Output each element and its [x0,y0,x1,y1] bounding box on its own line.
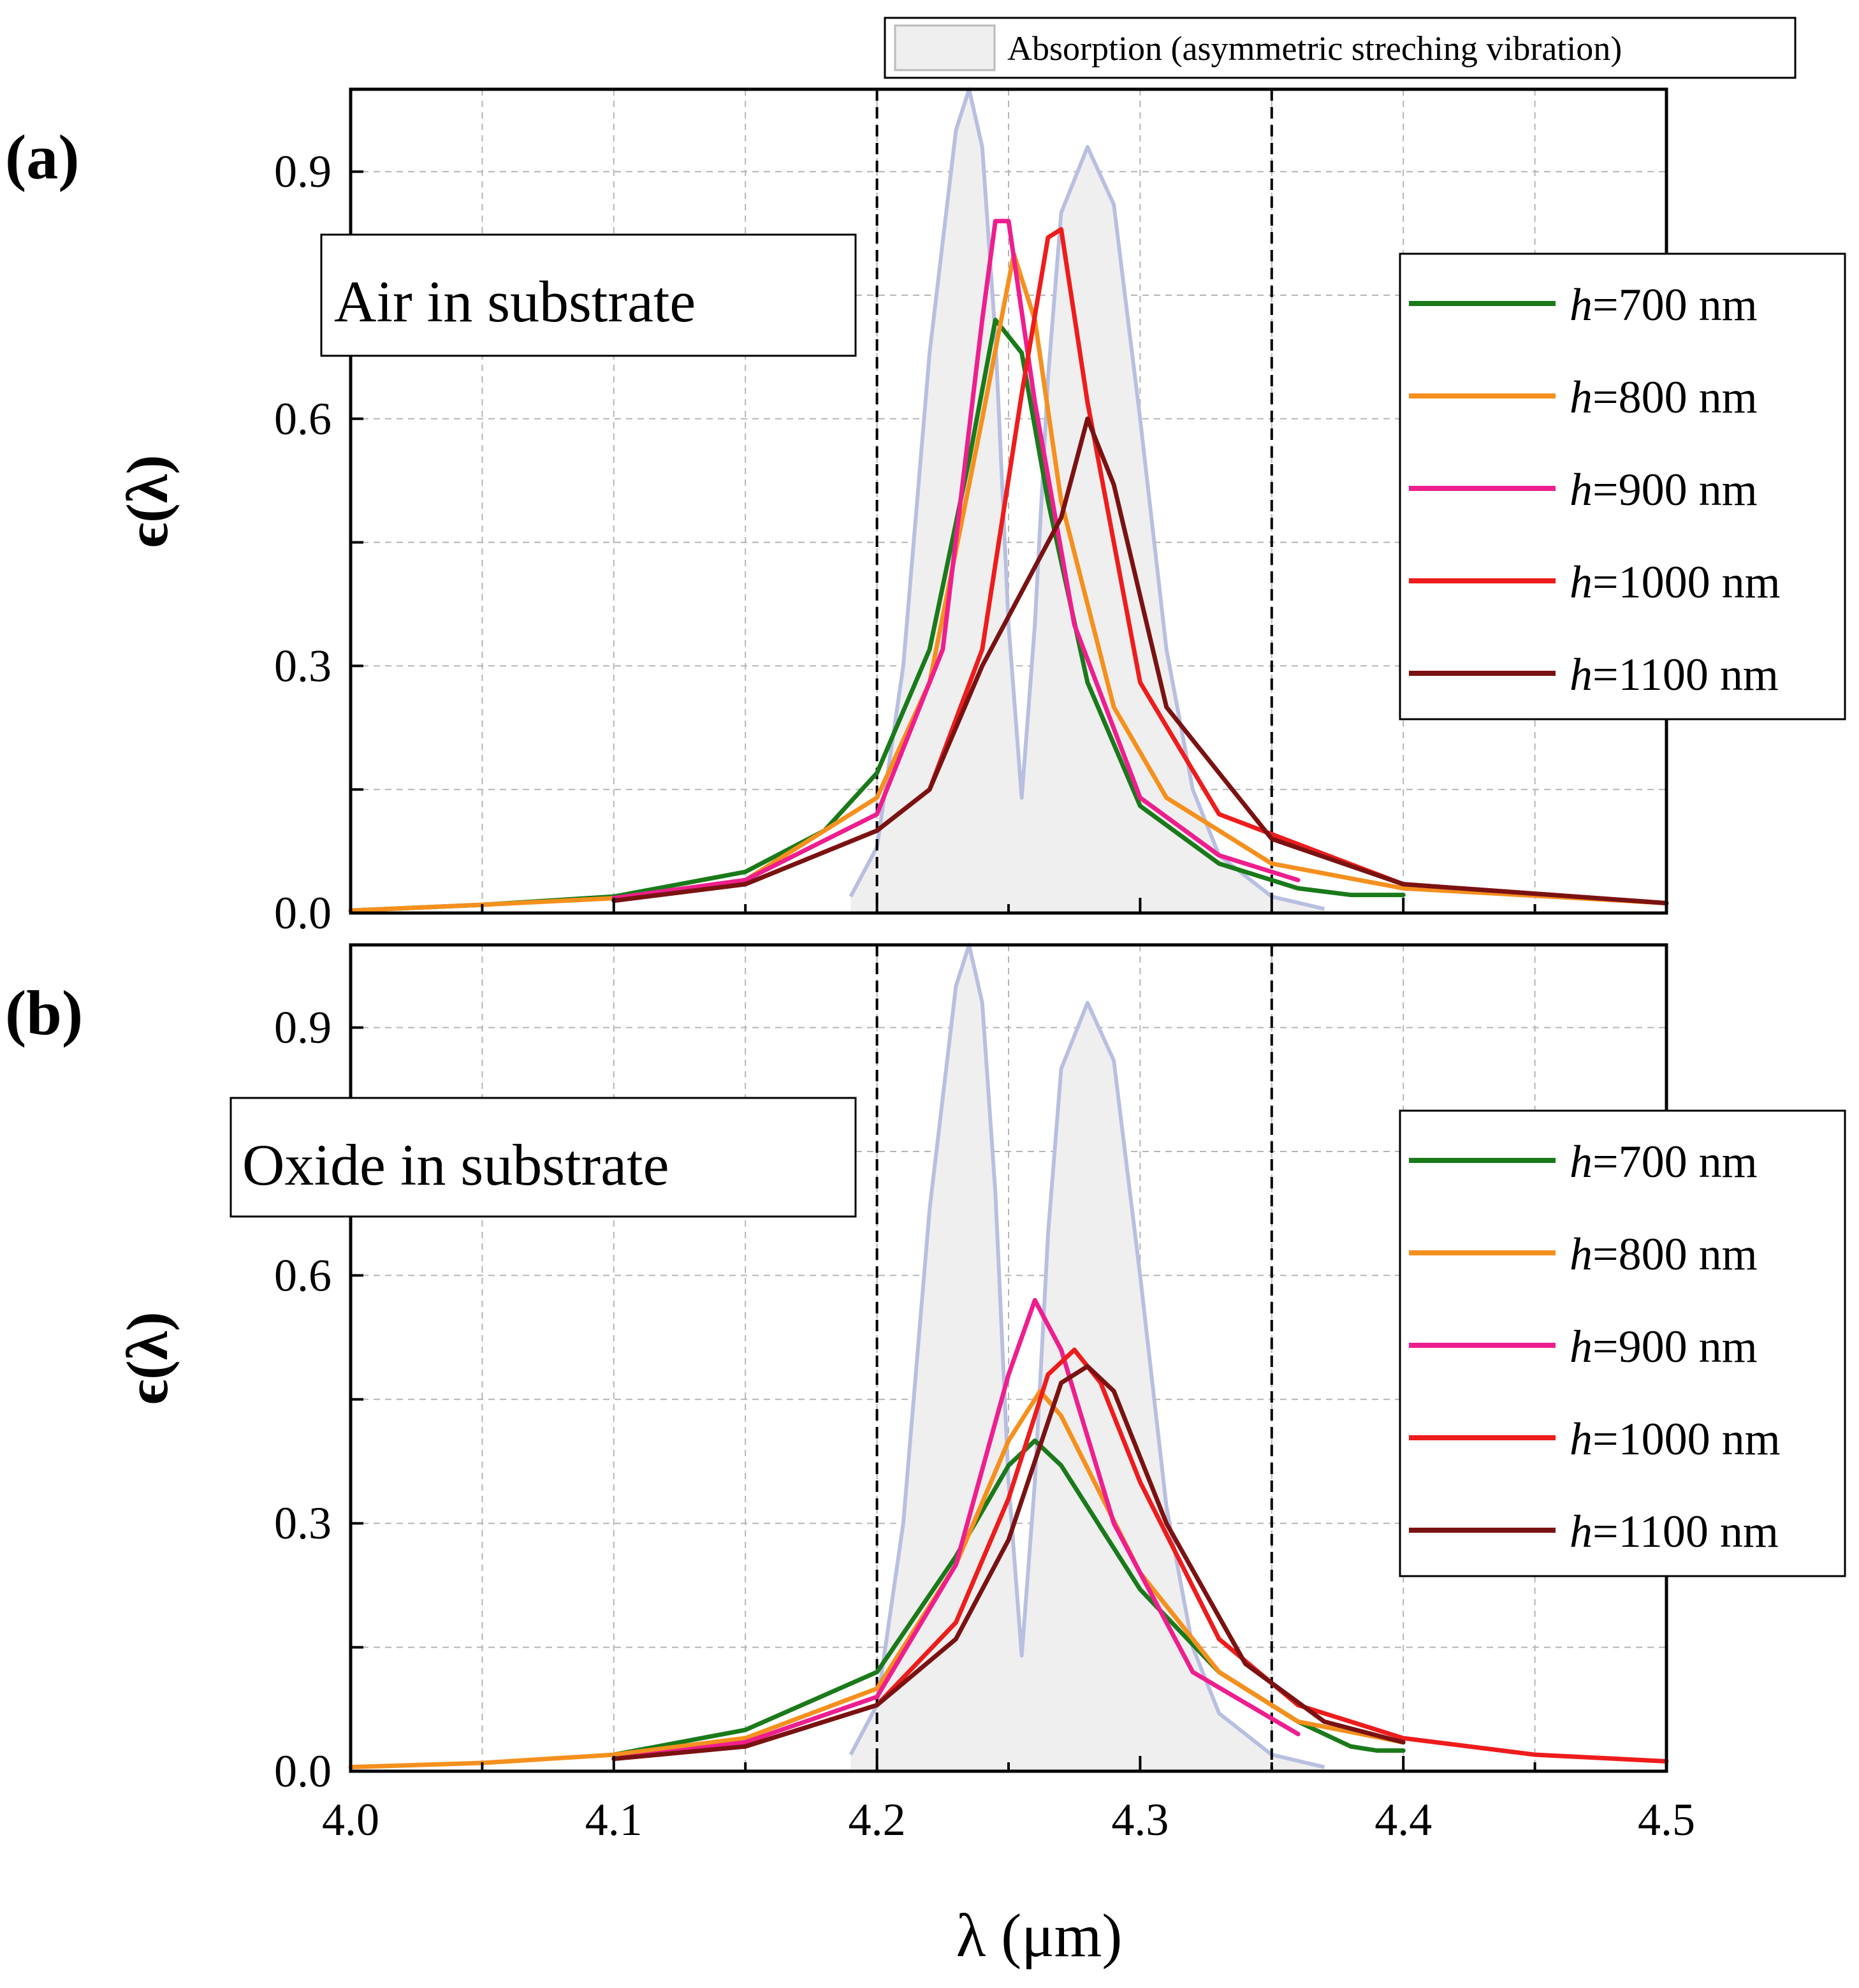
series-line [611,1438,1406,1757]
y-tick-label: 0.3 [274,640,332,691]
panel-a-inset-label: Air in substrate [334,269,696,334]
legend-entry: h=900 nm [1570,1321,1758,1372]
top-legend-swatch [894,24,996,71]
absorption-line [849,943,1325,1769]
y-tick-label: 0.3 [274,1498,332,1549]
legend-entry: h=800 nm [1570,372,1758,423]
panel-b-label: (b) [5,977,83,1048]
panel-a-series [348,219,1669,913]
panel-b-series [348,1297,1669,1770]
panel-b: 0.0 0.3 0.6 0.9 Oxide in substrate h=700 nm… [5,943,1846,1845]
panel-a-inset-box: Air in substrate [320,233,857,357]
x-tick-label: 4.4 [1374,1794,1432,1845]
x-tick-label: 4.5 [1638,1794,1695,1845]
panel-a-absorption [849,87,1325,913]
panel-b-ticks: 0.0 0.3 0.6 0.9 [274,1002,1668,1797]
series-line [611,1364,1406,1762]
x-tick-label: 4.1 [585,1794,643,1845]
legend-entry: h=900 nm [1570,464,1758,515]
legend-entry: h=1100 nm [1570,1506,1779,1557]
y-tick-label: 0.6 [274,393,332,444]
x-axis-label: λ (μm) [956,1901,1123,1970]
panel-b-inset-frame [230,1097,857,1218]
panel-b-vlines [875,945,1273,1771]
series-line [348,318,1406,913]
panel-a-label: (a) [5,122,80,193]
panel-a-legend: h=700 nm h=800 nm h=900 nm h=1000 nm h=1100 … [1399,252,1846,720]
panel-b-inset-box: Oxide in substrate [230,1097,857,1218]
panel-b-legend: h=700 nm h=800 nm h=900 nm h=1000 nm h=1100 … [1399,1109,1846,1577]
panel-a-inset-frame [320,233,857,357]
y-tick-label: 0.9 [274,1002,332,1053]
y-tick-label: 0.0 [274,888,332,939]
series-line [611,219,1301,901]
absorption-line [849,87,1325,911]
panel-b-y-axis-label: ϵ(λ) [115,1312,180,1404]
legend-entry: h=1000 nm [1570,1414,1781,1465]
panel-b-inset-label: Oxide in substrate [242,1132,669,1197]
absorption-fill [850,89,1325,913]
legend-entry: h=700 nm [1570,279,1758,330]
legend-entry: h=700 nm [1570,1136,1758,1187]
series-line [611,416,1669,905]
x-tick-label: 4.0 [322,1794,379,1845]
legend-entry: h=800 nm [1570,1229,1758,1280]
top-legend-frame [884,17,1797,79]
panel-b-absorption [849,943,1325,1771]
x-tick-labels: 4.0 4.1 4.2 4.3 4.4 4.5 [322,1794,1695,1845]
x-tick-label: 4.3 [1111,1794,1169,1845]
series-line [611,1297,1301,1762]
y-tick-label: 0.9 [274,146,332,197]
top-legend: Absorption (asymmetric streching vibrati… [884,17,1797,79]
legend-entry: h=1000 nm [1570,557,1781,608]
panel-a-y-axis-label: ϵ(λ) [115,455,180,547]
y-tick-label: 0.6 [274,1250,332,1301]
absorption-fill [850,945,1325,1771]
x-tick-label: 4.2 [849,1794,906,1845]
panel-a: 0.00.30.60.9 Air in substrate h=700 nmh=… [5,87,1846,939]
legend-entry: h=1100 nm [1570,649,1779,700]
y-tick-label: 0.0 [274,1746,332,1797]
top-legend-label: Absorption (asymmetric streching vibrati… [1007,29,1622,68]
series-line [348,1389,1406,1770]
